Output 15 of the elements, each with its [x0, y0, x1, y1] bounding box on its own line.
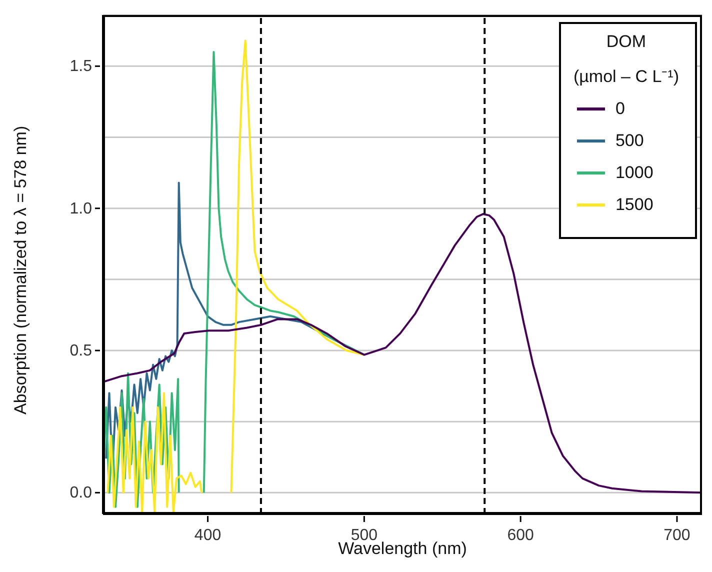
x-tick-label: 600: [507, 527, 534, 544]
y-tick-label: 0.5: [70, 342, 92, 360]
legend-label: 1000: [615, 163, 654, 183]
x-axis-title: Wavelength (nm): [338, 539, 467, 558]
x-tick-label: 700: [664, 527, 690, 544]
line-series: [103, 213, 702, 494]
legend-label: 0: [615, 99, 625, 119]
y-tick-label: 1.0: [70, 200, 92, 218]
legend-label: 500: [615, 131, 644, 151]
y-tick-label: 1.5: [70, 58, 92, 76]
legend-label: 1500: [615, 195, 654, 215]
y-tick-label: 0.0: [70, 484, 92, 502]
x-tick-label: 400: [194, 527, 222, 544]
y-axis-title: Absorption (normalized to λ = 578 nm): [11, 126, 30, 414]
legend-title: DOM (µmol – C L⁻¹): [573, 32, 679, 87]
